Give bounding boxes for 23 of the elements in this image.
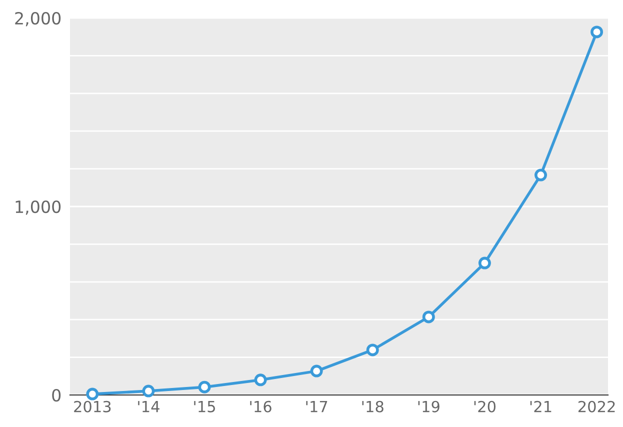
x-tick-label: '16 — [250, 400, 272, 412]
x-tick-label: '20 — [474, 400, 496, 412]
point — [478, 256, 491, 270]
point — [198, 380, 211, 394]
x-tick-label: '15 — [194, 401, 215, 412]
point — [366, 344, 379, 356]
x-tick-label: '21 — [530, 400, 552, 412]
x-tick-label: '19 — [418, 400, 440, 412]
x-tick-label: '14 — [138, 401, 160, 412]
x-tick-label: '18 — [362, 400, 384, 412]
point — [86, 388, 99, 400]
point — [142, 384, 155, 398]
point — [254, 374, 267, 386]
point — [422, 310, 435, 324]
point — [534, 168, 547, 182]
point — [590, 26, 604, 38]
point — [310, 364, 323, 378]
y-tick-label: 2,000 — [15, 12, 61, 26]
x-tick-label: '17 — [306, 401, 328, 412]
x-tick-label: 2022 — [578, 400, 615, 412]
y-tick-label: 0 — [52, 388, 61, 402]
y-tick-label: 1,000 — [16, 200, 61, 215]
x-tick-label: 2013 — [74, 400, 111, 412]
